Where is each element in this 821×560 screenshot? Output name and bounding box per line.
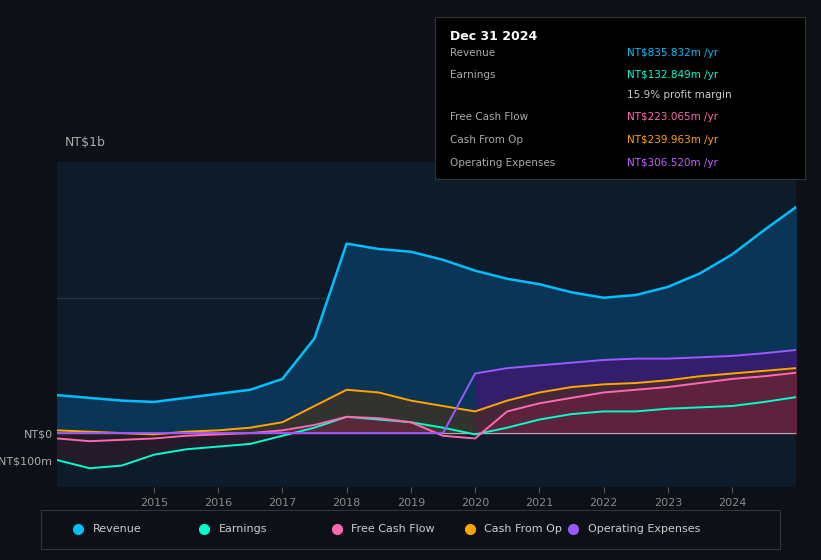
Text: Operating Expenses: Operating Expenses [450, 158, 555, 168]
Text: NT$835.832m /yr: NT$835.832m /yr [627, 48, 718, 58]
Text: Operating Expenses: Operating Expenses [588, 524, 700, 534]
Text: NT$132.849m /yr: NT$132.849m /yr [627, 70, 718, 80]
Text: Earnings: Earnings [450, 70, 495, 80]
Text: 15.9% profit margin: 15.9% profit margin [627, 90, 732, 100]
Text: Dec 31 2024: Dec 31 2024 [450, 30, 537, 43]
Text: Free Cash Flow: Free Cash Flow [351, 524, 435, 534]
Text: Cash From Op: Cash From Op [450, 135, 523, 145]
Text: NT$306.520m /yr: NT$306.520m /yr [627, 158, 718, 168]
Text: Cash From Op: Cash From Op [484, 524, 562, 534]
Text: Earnings: Earnings [218, 524, 267, 534]
Text: NT$223.065m /yr: NT$223.065m /yr [627, 113, 718, 123]
Text: Free Cash Flow: Free Cash Flow [450, 113, 528, 123]
Text: NT$239.963m /yr: NT$239.963m /yr [627, 135, 718, 145]
Text: Revenue: Revenue [93, 524, 141, 534]
Text: Revenue: Revenue [450, 48, 495, 58]
Text: NT$1b: NT$1b [65, 137, 106, 150]
